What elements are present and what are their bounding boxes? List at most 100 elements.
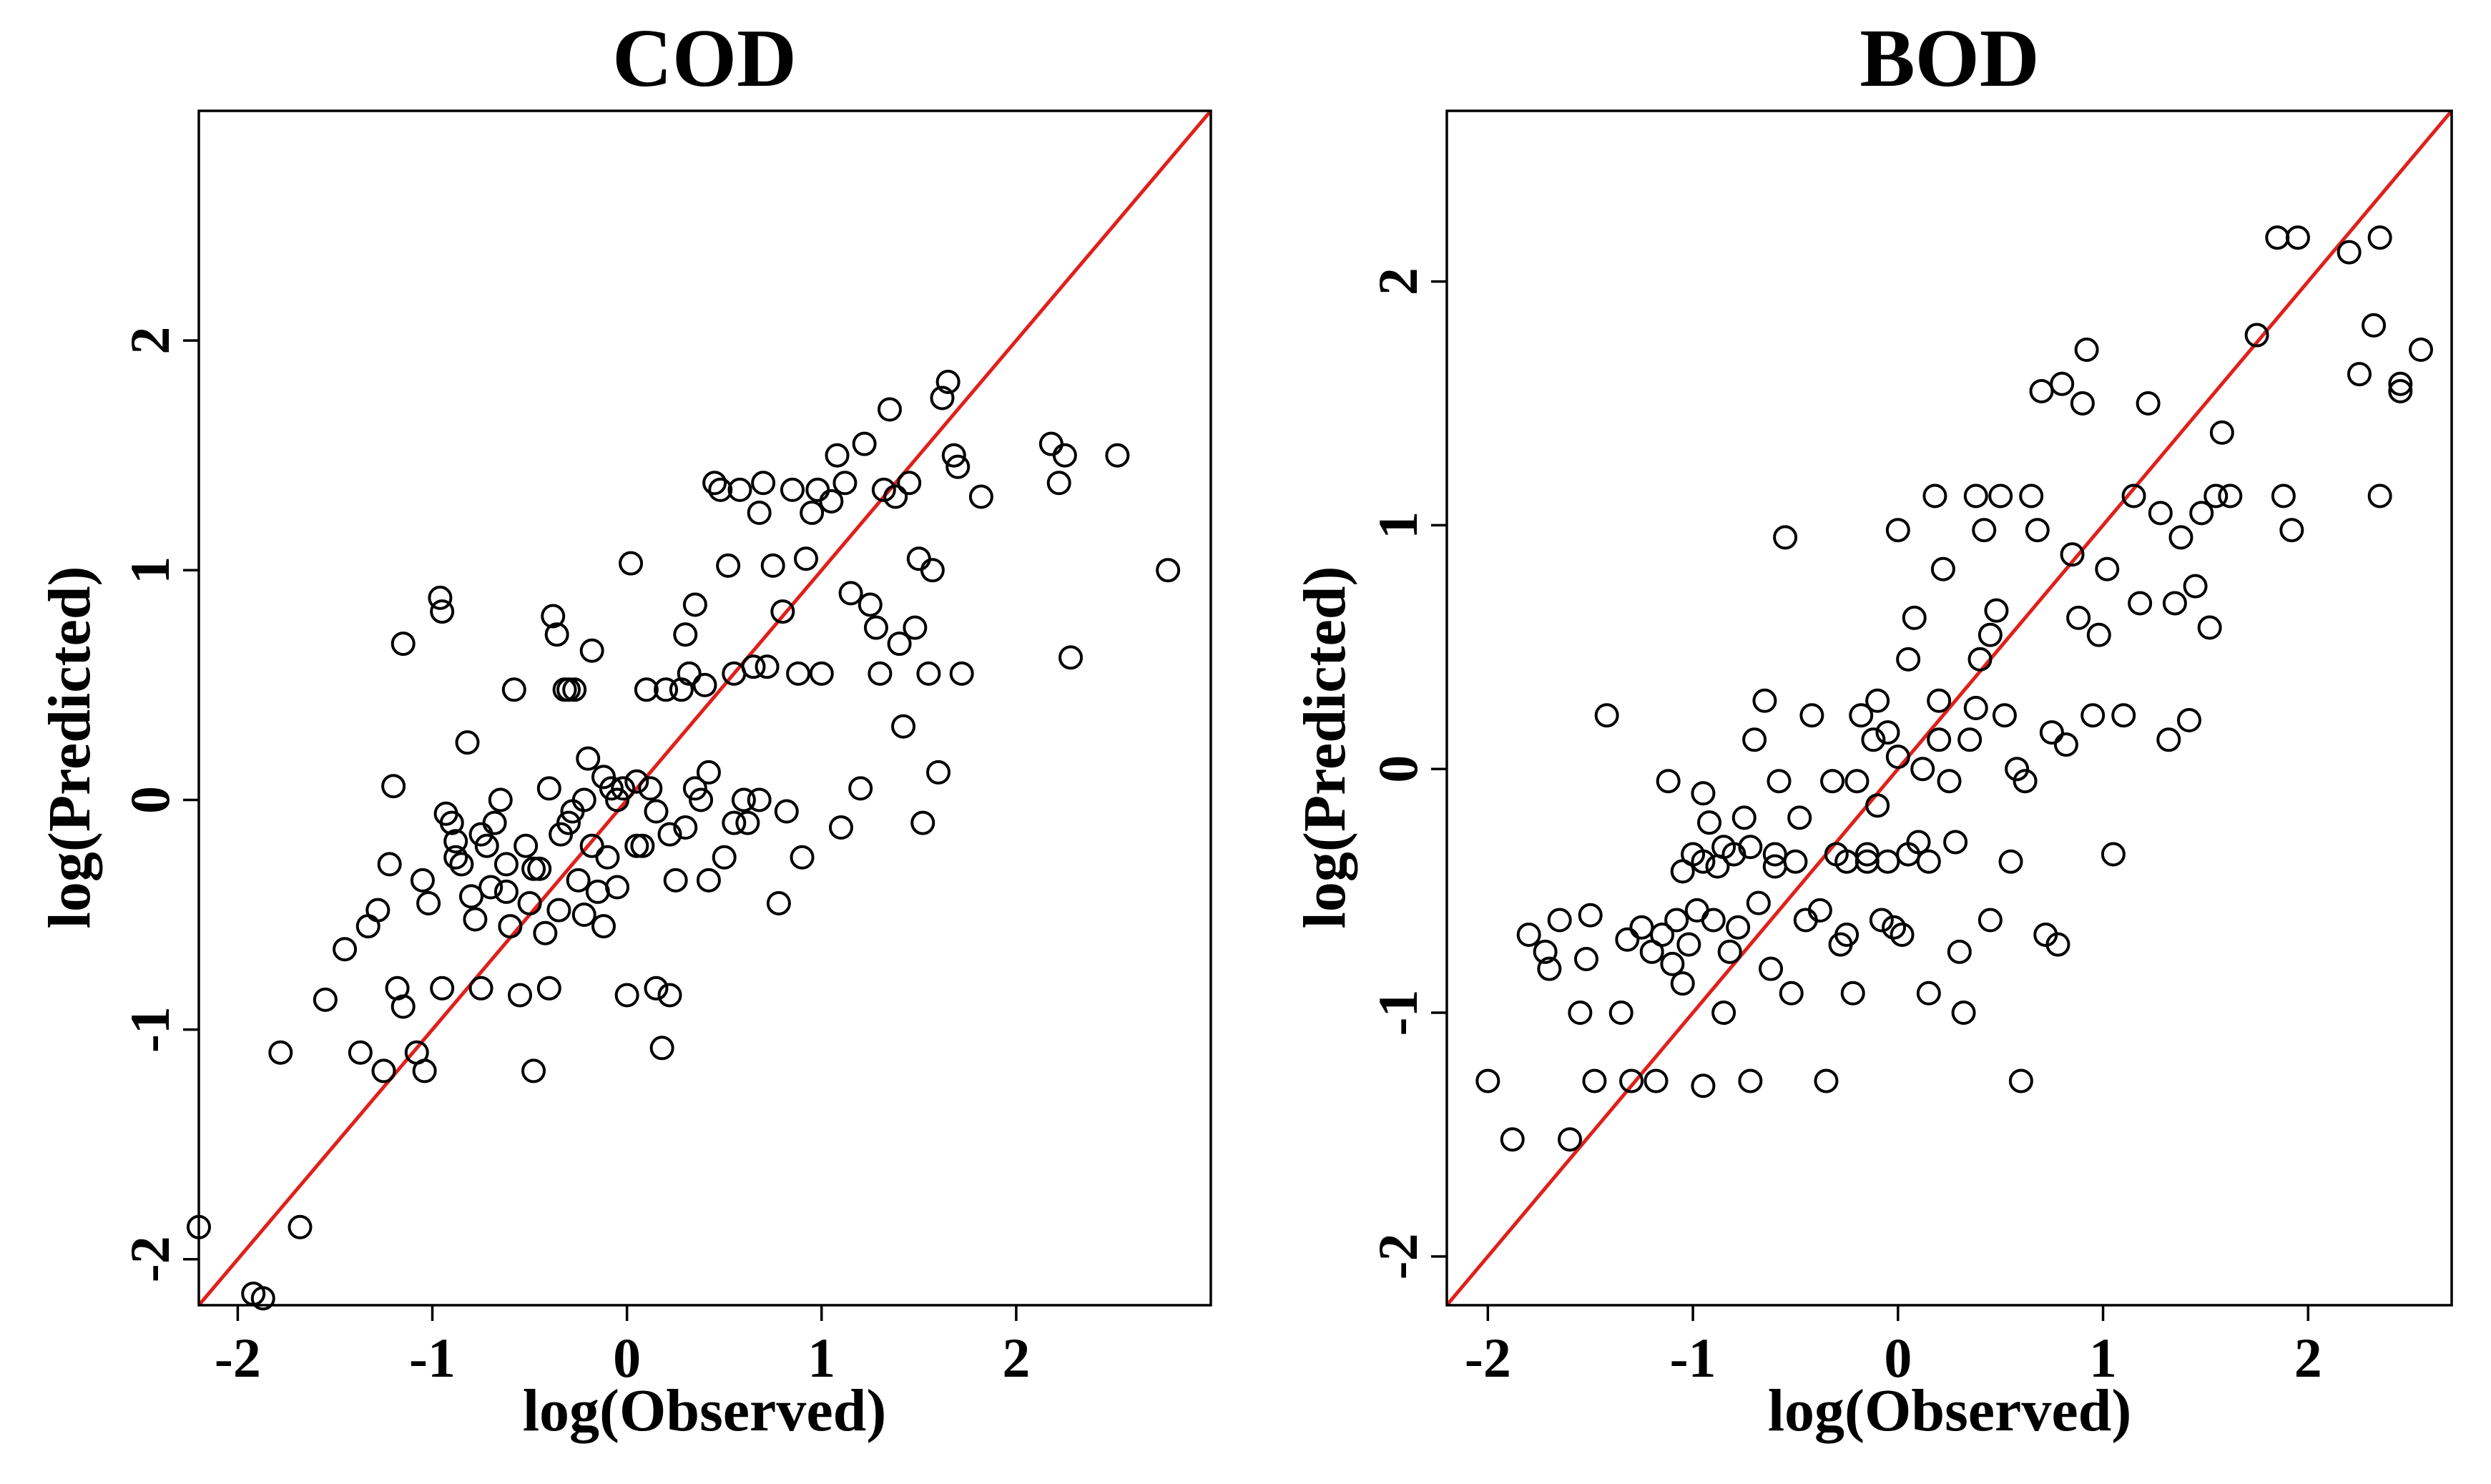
- cod-scatter-panel: COD log(Observed) log(Predicted) -2 -1 0 1 2…: [36, 13, 1212, 1444]
- bod-data-point: [1902, 605, 1927, 630]
- cod-data-point: [780, 477, 805, 502]
- cod-data-point: [657, 822, 682, 847]
- bod-data-point: [1875, 720, 1900, 745]
- bod-data-point: [2070, 390, 2095, 416]
- bod-data-point: [1820, 769, 1845, 794]
- cod-data-point: [800, 501, 825, 526]
- bod-data-point: [1644, 1068, 1669, 1094]
- bod-data-point: [1711, 835, 1736, 860]
- cod-data-point: [566, 868, 591, 893]
- bod-data-point: [1752, 688, 1777, 713]
- cod-data-point: [832, 471, 858, 496]
- cod-data-point: [903, 615, 928, 640]
- bod-data-point: [1500, 1127, 1525, 1152]
- cod-data-point: [871, 477, 896, 502]
- cod-data-point: [741, 654, 766, 679]
- cod-data-point: [474, 833, 499, 858]
- bod-data-point: [2367, 225, 2392, 250]
- bod-data-point: [1656, 769, 1681, 794]
- cod-data-point: [493, 879, 519, 904]
- cod-data-point: [585, 879, 610, 904]
- cod-data-point: [805, 477, 830, 502]
- bod-x-tick-label: 2: [2294, 1327, 2322, 1389]
- bod-data-point: [1670, 971, 1695, 996]
- bod-x-tick-label: -1: [1670, 1327, 1716, 1389]
- cod-data-point: [313, 987, 338, 1012]
- bod-data-point: [2095, 556, 2120, 581]
- bod-y-axis-label: log(Predicted): [1292, 566, 1358, 929]
- cod-data-point: [916, 661, 941, 686]
- bod-data-point: [2053, 732, 2078, 757]
- cod-data-point: [682, 776, 707, 801]
- cod-data-point: [838, 581, 863, 606]
- bod-data-point: [1684, 898, 1709, 923]
- cod-x-tick-label: -2: [215, 1327, 261, 1389]
- bod-data-point: [2197, 615, 2222, 640]
- bod-data-point: [1650, 922, 1675, 947]
- cod-data-point: [897, 471, 922, 496]
- cod-data-point: [689, 787, 714, 812]
- cod-data-point: [727, 477, 752, 502]
- cod-data-point: [722, 810, 747, 835]
- bod-data-point: [2218, 483, 2243, 508]
- bod-data-point: [2080, 703, 2106, 728]
- cod-data-point: [663, 868, 688, 893]
- bod-y-tick-label: 2: [1367, 267, 1429, 295]
- cod-data-point: [716, 553, 741, 578]
- bod-data-point: [1922, 483, 1947, 508]
- bod-data-point: [2271, 483, 2296, 508]
- cod-data-point: [930, 385, 955, 411]
- bod-data-point: [2066, 605, 2091, 630]
- cod-data-point: [478, 875, 503, 900]
- bod-data-point: [2189, 501, 2214, 526]
- cod-data-point: [482, 810, 507, 835]
- cod-data-point: [825, 443, 850, 468]
- bod-data-point: [2121, 483, 2146, 508]
- cod-data-point: [348, 1040, 373, 1065]
- cod-y-axis-label: log(Predicted): [36, 566, 103, 929]
- bod-data-point: [1742, 727, 1767, 752]
- bod-data-point: [1937, 769, 1962, 794]
- cod-data-point: [468, 976, 493, 1001]
- cod-data-point: [443, 845, 468, 870]
- bod-data-point: [1807, 898, 1832, 923]
- bod-data-point: [2244, 323, 2269, 348]
- cod-data-point: [926, 760, 951, 785]
- cod-x-tick-label: -1: [409, 1327, 456, 1389]
- bod-data-point: [2156, 727, 2181, 752]
- cod-data-point: [579, 833, 604, 858]
- bod-axis-ticks: -2 -1 0 1 2 -2 -1 0 1 2: [1367, 267, 2322, 1389]
- cod-data-point: [858, 592, 883, 617]
- cod-data-point: [605, 875, 630, 900]
- bod-data-point: [1779, 981, 1804, 1006]
- bod-data-point: [1475, 1068, 1500, 1094]
- bod-data-point: [1691, 849, 1716, 874]
- bod-data-point: [1787, 805, 1812, 830]
- cod-data-point: [250, 1286, 275, 1311]
- cod-data-point: [735, 810, 760, 835]
- cod-data-point: [390, 994, 416, 1019]
- bod-data-point: [1896, 647, 1921, 672]
- bod-data-point: [1865, 688, 1890, 713]
- bod-data-point: [1890, 922, 1915, 947]
- bod-data-point: [2025, 518, 2050, 543]
- cod-data-point: [619, 551, 644, 576]
- bod-data-point: [2168, 525, 2193, 550]
- bod-data-point: [1984, 598, 2009, 623]
- cod-data-point: [910, 810, 935, 835]
- cod-data-point: [381, 774, 406, 799]
- cod-data-point: [786, 661, 811, 686]
- bod-data-point: [1977, 908, 2003, 933]
- cod-data-point: [920, 558, 945, 583]
- bod-data-point: [1885, 745, 1910, 770]
- bod-data-point: [2074, 338, 2099, 362]
- bod-data-point: [2176, 708, 2201, 733]
- bod-data-point: [1910, 757, 1935, 782]
- cod-data-point: [949, 661, 974, 686]
- cod-data-point: [677, 661, 702, 686]
- cod-data-point: [488, 787, 513, 812]
- cod-data-point: [533, 920, 558, 945]
- bod-data-point: [1916, 849, 1941, 874]
- bod-data-point: [2136, 390, 2161, 416]
- cod-plot-frame: [197, 109, 1212, 1307]
